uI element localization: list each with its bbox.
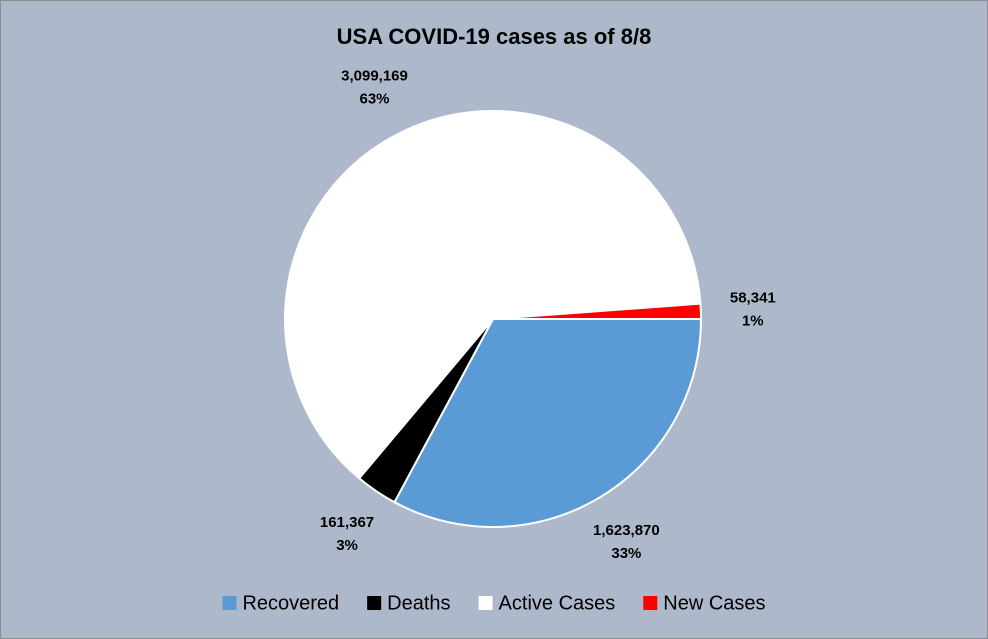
legend-swatch [222,596,237,610]
legend-label: Deaths [387,592,450,614]
data-label-percent: 3% [336,537,358,554]
data-label-value: 3,099,169 [341,68,408,85]
data-label-percent: 63% [359,91,389,108]
legend-label: Active Cases [499,592,616,614]
data-label-value: 58,341 [730,289,776,306]
legend-swatch [367,596,382,610]
data-label-percent: 33% [611,545,641,562]
legend-label: New Cases [663,592,765,614]
data-label-percent: 1% [742,312,764,329]
pie-slice [284,110,702,480]
pie-slice [393,318,703,528]
chart-title: USA COVID-19 cases as of 8/8 [337,24,652,49]
legend-label: Recovered [242,592,339,614]
data-label-value: 1,623,870 [593,522,660,539]
legend-swatch [478,596,493,610]
data-label-value: 161,367 [320,514,374,531]
legend-swatch [643,596,658,610]
pie-slice [492,302,703,320]
